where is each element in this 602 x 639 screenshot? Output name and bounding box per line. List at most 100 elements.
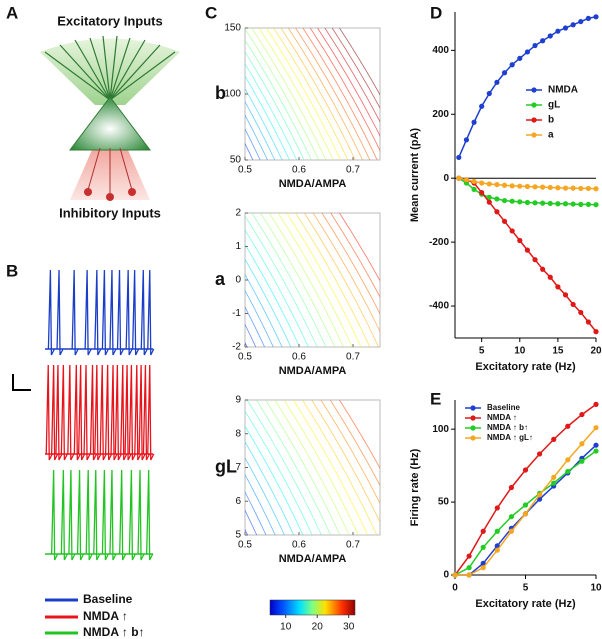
- inhibitory-axons: [87, 147, 133, 195]
- x-tick-label: 0.6: [292, 165, 306, 176]
- contour-line: [251, 28, 327, 160]
- data-point: [585, 201, 591, 208]
- legend-label: NMDA: [548, 85, 578, 96]
- contour-line: [245, 243, 301, 347]
- spike: [147, 269, 155, 356]
- data-point: [463, 137, 470, 143]
- soma: [68, 96, 152, 151]
- data-point: [540, 38, 546, 44]
- data-point: [501, 197, 508, 204]
- contour-line: [245, 491, 267, 535]
- data-point: [540, 266, 546, 272]
- legend-marker: [531, 102, 537, 108]
- data-point: [593, 425, 599, 431]
- contour-line: [245, 229, 309, 347]
- x-tick-label: 0.7: [346, 165, 360, 176]
- contour-line: [245, 323, 257, 347]
- contour-line: [245, 128, 261, 160]
- contours: [245, 28, 380, 160]
- contour-line: [331, 28, 380, 109]
- contour-line: [245, 51, 305, 160]
- data-point: [456, 175, 462, 181]
- spike: [147, 364, 155, 461]
- data-point: [562, 25, 569, 31]
- data-point: [517, 199, 523, 205]
- panel-label: B: [6, 261, 18, 280]
- contour-line: [245, 509, 258, 535]
- contour-line: [295, 28, 371, 160]
- y-tick-label: 100: [432, 424, 449, 435]
- data-point: [509, 228, 515, 234]
- data-point: [565, 423, 571, 429]
- contour-line: [245, 39, 312, 160]
- contour-line: [320, 400, 380, 505]
- spike: [146, 469, 154, 561]
- excitatory-fan: [40, 38, 180, 105]
- data-point: [547, 274, 553, 280]
- x-tick-label: 20: [590, 346, 602, 357]
- spike: [128, 364, 136, 461]
- legend-label: NMDA ↑: [83, 609, 128, 623]
- diagram-label: Inhibitory Inputs: [59, 205, 161, 220]
- data-point: [570, 185, 576, 191]
- data-point: [578, 185, 584, 192]
- data-point: [524, 199, 531, 206]
- spike: [114, 364, 122, 461]
- data-point: [494, 79, 500, 85]
- x-axis-label: NMDA/AMPA: [279, 178, 347, 190]
- data-point: [479, 189, 485, 196]
- synapses: [84, 188, 136, 201]
- data-point: [471, 119, 477, 125]
- contour-line: [245, 114, 268, 160]
- contour-line: [245, 215, 318, 347]
- spike: [124, 364, 132, 461]
- contour-line: [260, 213, 336, 347]
- contour-line: [321, 213, 380, 315]
- spike: [47, 269, 55, 356]
- data-point: [593, 442, 599, 448]
- y-tick-label: 8: [235, 428, 241, 439]
- x-tick-label: 5: [479, 346, 485, 357]
- data-point: [463, 177, 470, 183]
- y-axis-label: a: [215, 269, 226, 289]
- data-point: [494, 528, 500, 534]
- data-point: [517, 55, 523, 61]
- data-point: [555, 28, 561, 34]
- data-point: [522, 511, 529, 517]
- spike: [84, 269, 92, 356]
- spike: [85, 469, 93, 561]
- data-point: [494, 181, 500, 188]
- contour-line: [266, 28, 341, 160]
- data-point: [551, 474, 557, 480]
- colorbar-tick-label: 10: [280, 622, 292, 633]
- contour-line: [311, 400, 380, 524]
- y-tick-label: 0: [235, 275, 241, 286]
- colorbar-tick-label: 30: [343, 622, 355, 633]
- spike: [116, 269, 125, 356]
- data-point: [522, 467, 529, 473]
- data-point: [578, 18, 584, 25]
- data-point: [471, 178, 477, 184]
- data-point: [593, 401, 599, 407]
- data-point: [579, 441, 585, 447]
- spike: [50, 469, 59, 561]
- contour-line: [245, 75, 290, 160]
- spike: [45, 364, 53, 461]
- data-point: [466, 553, 472, 559]
- legend-marker: [470, 435, 476, 441]
- data-point: [494, 547, 500, 553]
- spike: [110, 364, 118, 461]
- data-point: [579, 411, 585, 418]
- legend-label: gL: [548, 100, 560, 111]
- y-tick-label: 9: [235, 395, 241, 406]
- data-point: [524, 183, 531, 190]
- data-point: [479, 180, 485, 186]
- spike: [67, 364, 75, 461]
- data-point: [532, 200, 538, 206]
- y-tick-label: -1: [232, 308, 241, 319]
- data-point: [578, 201, 584, 208]
- x-tick-label: 15: [552, 346, 564, 357]
- data-point: [524, 247, 531, 253]
- data-point: [537, 451, 543, 457]
- data-point: [501, 70, 508, 76]
